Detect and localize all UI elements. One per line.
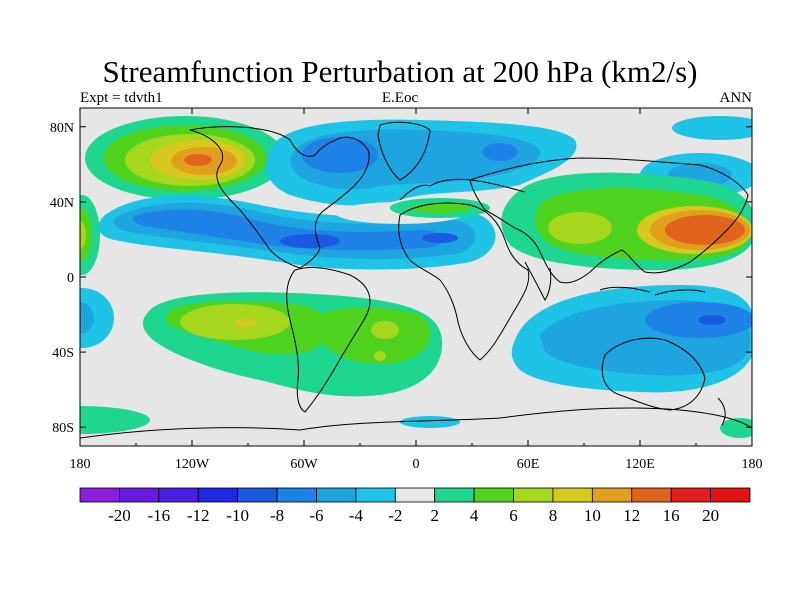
y-axis: 80N 40N 0 40S 80S [50,121,752,436]
y-tick-label: 0 [67,271,74,286]
colorbar-label: 6 [509,506,518,525]
y-tick-label: 80N [50,121,74,136]
east-pacific-low [98,195,496,270]
contour-field [80,108,752,446]
coast-asia [469,157,749,284]
y-tick-label: 80S [52,421,74,436]
x-tick-label: 180 [742,457,763,472]
colorbar-swatch [119,487,160,503]
subtitle-experiment: Expt = tdvth1 [80,90,163,106]
coast-india [524,261,552,302]
europe-high [390,198,490,218]
colorbar-label: -16 [147,506,170,525]
colorbar-label: -8 [270,506,284,525]
colorbar-swatch [434,487,475,503]
colorbar-label: -12 [187,506,210,525]
y-tick-label: 40N [50,196,74,211]
colorbar-swatch [631,487,672,503]
colorbar-label: 2 [430,506,439,525]
colorbar-swatch [355,487,396,503]
colorbar-swatch [316,487,357,503]
colorbar-swatch [237,487,278,503]
subtitle-center: E.Eoc [381,90,419,106]
colorbar-label: 16 [663,506,680,525]
colorbar-swatch [552,487,593,503]
coast-north-america [189,126,370,269]
colorbar-swatch [513,487,554,503]
coast-greenland [377,121,431,181]
x-tick-label: 0 [413,457,420,472]
dateline-south-low [80,288,114,348]
colorbar-swatch [276,487,317,503]
colorbar-label: -6 [309,506,323,525]
colorbar-swatch [473,487,514,503]
colorbar-swatch [670,487,711,503]
west-pacific-high [501,172,752,271]
coast-maritime [599,286,706,296]
x-tick-label: 120E [625,457,655,472]
colorbar-swatch [197,487,239,503]
colorbar-swatch [79,487,120,503]
north-pacific-high [85,116,285,200]
colorbar: -20 -16 -12 -10 -8 -6 -4 -2 2 4 6 8 10 12 16 20 [79,487,751,525]
colorbar-label: 4 [470,506,479,525]
southern-ocean-high [80,406,752,438]
colorbar-swatch [710,487,751,503]
north-atlantic-low [266,119,577,224]
coast-south-america [286,267,371,413]
x-axis: 180 120W 60W 0 60E 120E 180 [70,108,763,472]
colorbar-label: 8 [549,506,558,525]
y-tick-label: 40S [52,346,74,361]
dateline-west-high [80,195,100,275]
colorbar-label: 20 [702,506,719,525]
colorbar-swatch [158,487,199,503]
x-tick-label: 120W [175,457,210,472]
coast-australia [601,337,706,411]
colorbar-label: -20 [108,506,131,525]
colorbar-swatch [591,487,633,503]
x-tick-label: 60E [517,457,540,472]
coast-africa [398,202,530,361]
colorbar-label: -2 [388,506,402,525]
colorbar-label: -10 [226,506,249,525]
coast-new-zealand [717,397,726,426]
subtitle-season: ANN [719,90,753,106]
x-tick-label: 60W [290,457,318,472]
colorbar-label: 10 [584,506,601,525]
coastlines [80,121,752,439]
x-tick-label: 180 [70,457,91,472]
chart-title: Streamfunction Perturbation at 200 hPa (… [102,54,698,89]
colorbar-label: -4 [349,506,364,525]
colorbar-swatch [394,487,436,503]
coast-antarctica [80,407,752,439]
coast-europe [399,178,526,201]
colorbar-label: 12 [623,506,640,525]
